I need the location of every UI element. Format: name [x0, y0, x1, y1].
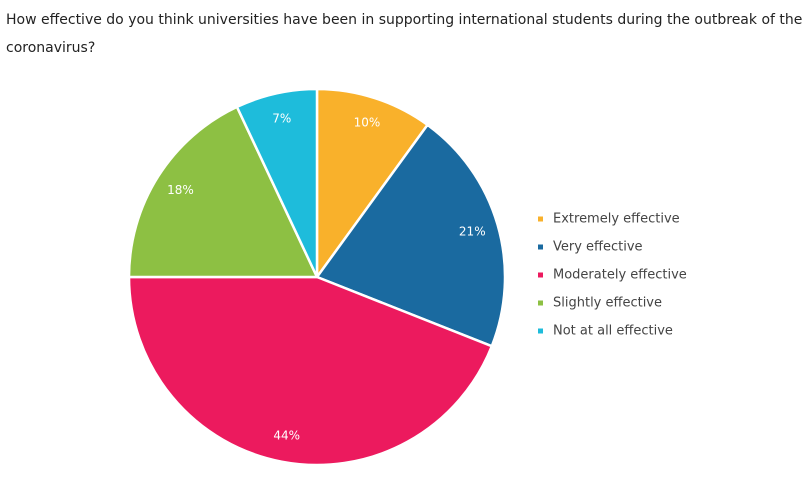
data-label: 18% [167, 183, 194, 197]
pie-slice [127, 275, 494, 467]
legend-label: Extremely effective [553, 212, 680, 227]
legend-marker [538, 244, 543, 250]
legend-marker [538, 328, 543, 334]
data-label: 44% [273, 428, 300, 442]
pie-slice [127, 105, 319, 279]
legend-marker [538, 272, 543, 278]
data-label: 10% [354, 116, 381, 130]
pie-slice [315, 123, 507, 348]
chart-title: How effective do you think universities … [6, 12, 803, 56]
data-label: 7% [272, 112, 291, 126]
legend-label: Slightly effective [553, 296, 662, 311]
data-label: 21% [459, 224, 486, 238]
legend-marker [538, 216, 543, 222]
legend-label: Moderately effective [553, 268, 687, 283]
pie-slice [315, 87, 430, 281]
legend-label: Not at all effective [553, 324, 673, 339]
legend-marker [538, 300, 543, 306]
legend-label: Very effective [553, 240, 643, 255]
pie-slice [235, 87, 319, 278]
